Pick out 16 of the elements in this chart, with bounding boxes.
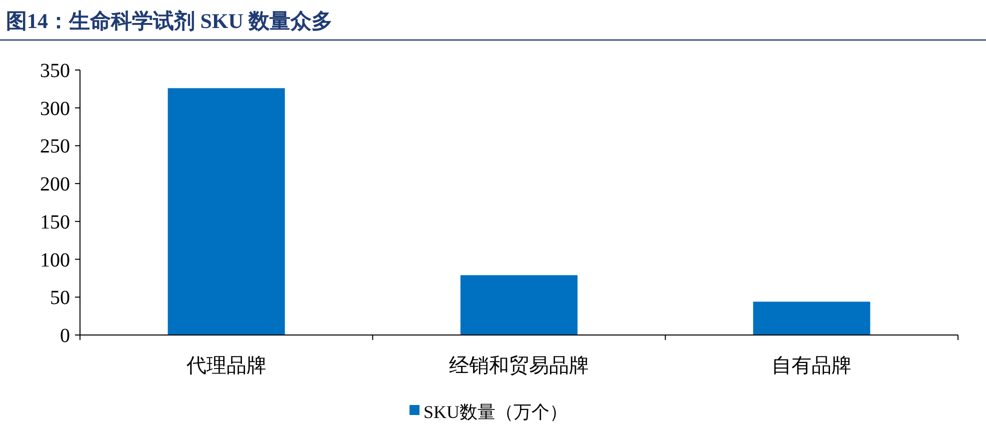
y-tick-label: 150 [40,211,70,234]
y-tick-label: 50 [50,287,70,310]
chart-title: 图14：生命科学试剂 SKU 数量众多 [6,9,333,33]
bar [168,88,285,335]
y-tick-label: 200 [40,174,70,196]
x-tick-label: 代理品牌 [185,355,266,377]
bar [460,275,578,335]
y-tick-label: 350 [40,60,70,82]
y-tick-label: 300 [40,98,70,120]
x-tick-label: 自有品牌 [772,355,852,377]
y-tick-label: 100 [40,249,70,272]
x-tick-label: 经销和贸易品牌 [449,355,589,377]
bar [753,302,870,335]
legend-label: SKU数量（万个） [424,402,568,422]
y-tick-label: 0 [60,325,70,347]
y-tick-label: 250 [40,136,70,158]
